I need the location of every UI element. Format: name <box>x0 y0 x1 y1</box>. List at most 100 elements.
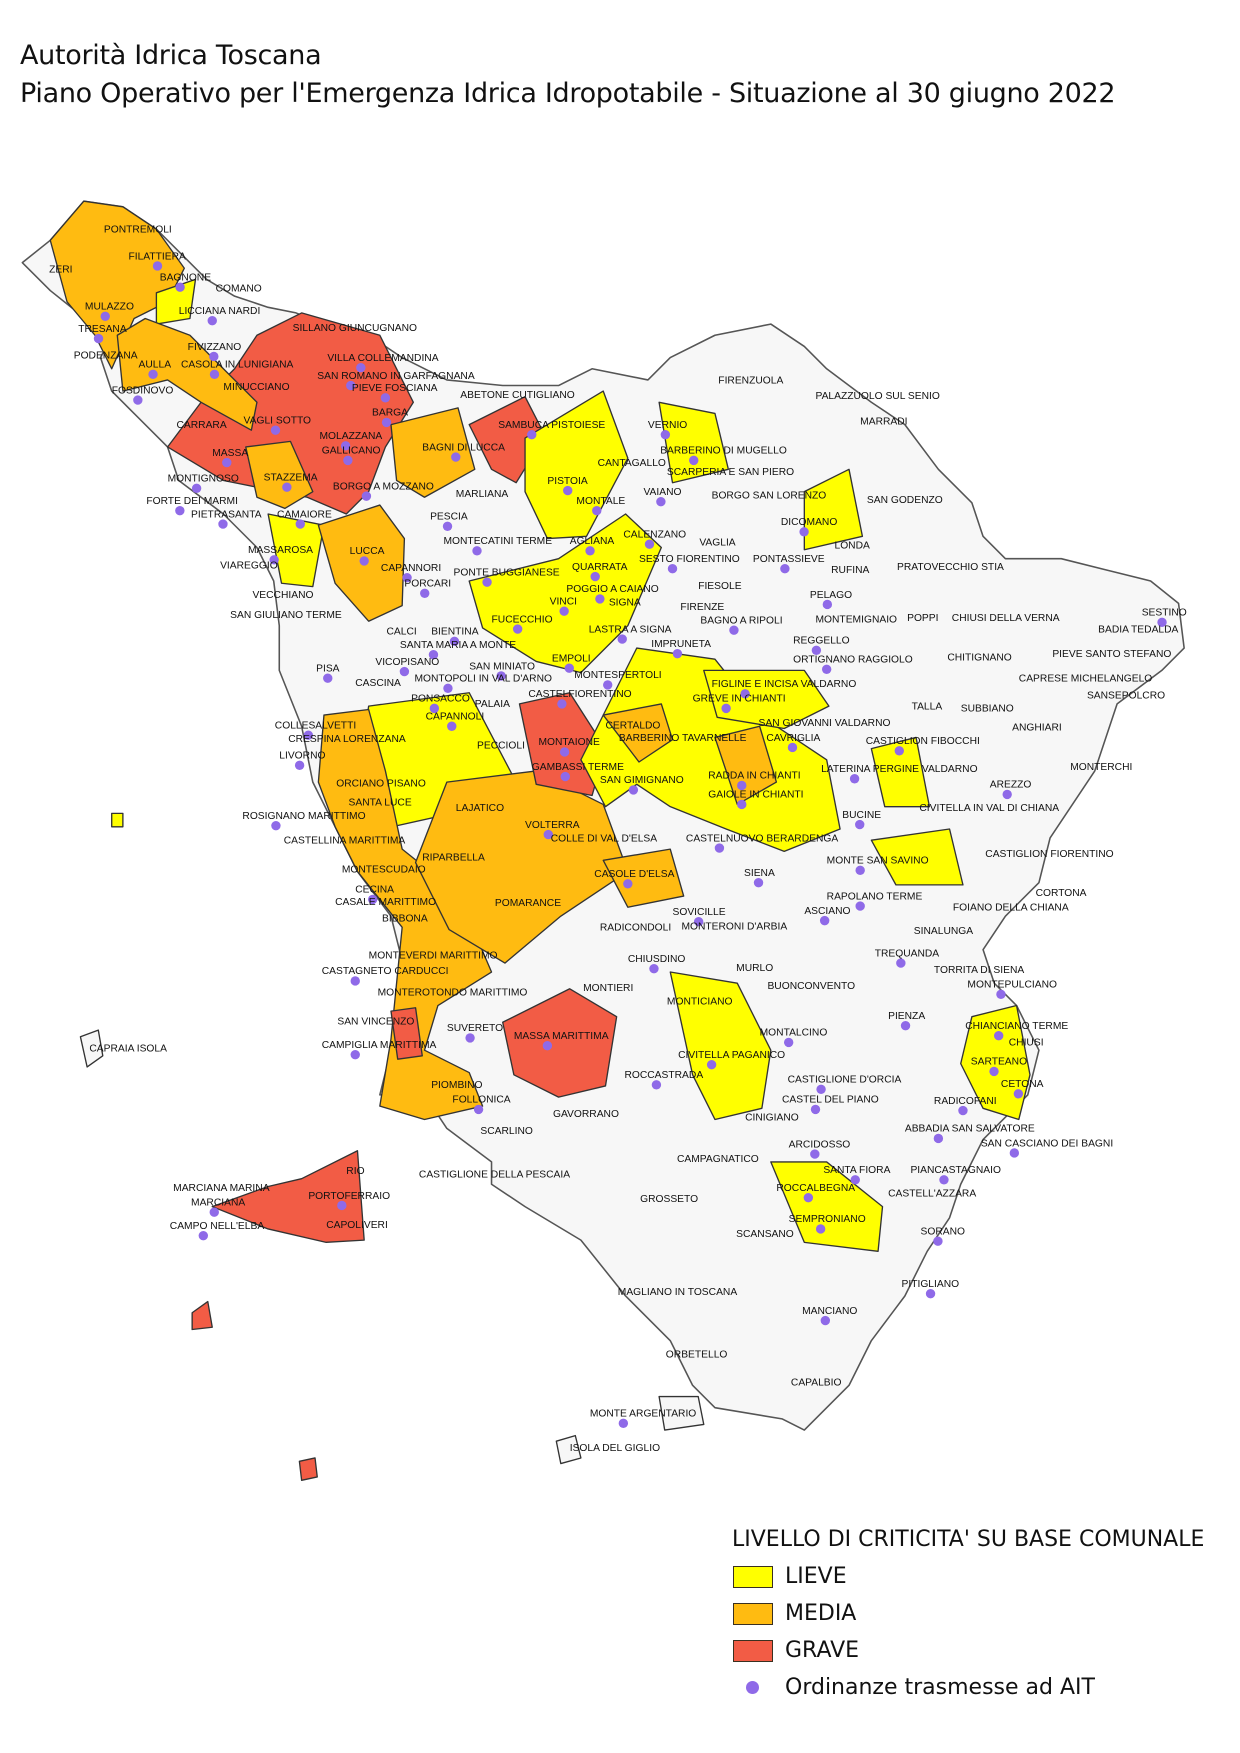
ordinanza-dot-empoli <box>564 663 574 673</box>
label-volterra: VOLTERRA <box>525 820 580 831</box>
ordinanza-dot-fosdinovo <box>133 395 143 405</box>
label-monticiano: MONTICIANO <box>667 996 733 1007</box>
label-ponsacco: PONSACCO <box>411 694 470 705</box>
label-monterotondo-marittimo: MONTEROTONDO MARITTIMO <box>378 987 528 998</box>
label-radicondoli: RADICONDOLI <box>600 923 671 934</box>
zone-media <box>317 708 493 1121</box>
ordinanza-dot-san-casciano-dei-bagni <box>1009 1148 1020 1158</box>
label-agliana: AGLIANA <box>570 536 615 547</box>
ordinanza-dot-mulazzo <box>100 311 110 321</box>
label-bibbona: BIBBONA <box>382 914 428 925</box>
label-rio: RIO <box>346 1166 364 1177</box>
label-pietrasanta: PIETRASANTA <box>191 509 262 520</box>
label-reggello: REGGELLO <box>793 636 849 647</box>
ordinanza-dot-fucecchio <box>512 624 523 634</box>
label-montemignaio: MONTEMIGNAIO <box>815 614 897 625</box>
label-sovicille: SOVICILLE <box>673 907 726 918</box>
zone-media <box>602 848 685 908</box>
label-quarrata: QUARRATA <box>572 562 628 573</box>
label-piombino: PIOMBINO <box>431 1080 482 1091</box>
ordinanza-dot-castiglione-d-orcia <box>816 1084 826 1095</box>
label-calci: CALCI <box>387 627 417 638</box>
ordinanza-dot-montalcino <box>783 1037 794 1048</box>
label-monte-argentario: MONTE ARGENTARIO <box>590 1409 696 1420</box>
ordinanza-dot-collesalvetti <box>303 730 314 740</box>
ordinanza-dot-dicomano <box>799 527 809 537</box>
ordinanza-dot-cetona <box>1013 1089 1024 1099</box>
ordinanza-dot-pelago <box>822 599 833 610</box>
label-fiesole: FIESOLE <box>698 581 742 592</box>
label-montespertoli: MONTESPERTOLI <box>574 670 661 681</box>
label-castellina-marittima: CASTELLINA MARITTIMA <box>284 836 406 847</box>
label-capraia-isola: CAPRAIA ISOLA <box>89 1043 167 1054</box>
ordinanza-dot-sarteano <box>989 1066 999 1077</box>
ordinanza-dot-figline-e-incisa-valdarno <box>740 689 750 699</box>
label-badia-tedalda: BADIA TEDALDA <box>1098 624 1178 635</box>
label-viareggio: VIAREGGIO <box>220 561 278 572</box>
ordinanza-dot-poggio-a-caiano <box>595 594 605 604</box>
label-murlo: MURLO <box>736 963 773 974</box>
ordinanza-dot-bagno-a-ripoli <box>729 625 739 635</box>
label-scansano: SCANSANO <box>736 1229 794 1240</box>
ordinanza-dot-bagnone <box>175 282 185 292</box>
label-asciano: ASCIANO <box>804 906 850 917</box>
legend-label: GRAVE <box>785 1638 860 1663</box>
label-san-miniato: SAN MINIATO <box>469 661 535 672</box>
ordinanza-dot-civitella-paganico <box>706 1060 717 1070</box>
label-chiusi: CHIUSI <box>1009 1038 1044 1049</box>
label-pratovecchio-stia: PRATOVECCHIO STIA <box>897 562 1004 573</box>
ordinanza-dot-suvereto <box>465 1033 475 1043</box>
label-cinigiano: CINIGIANO <box>745 1113 799 1124</box>
ordinanza-dot-aulla <box>148 369 158 380</box>
ordinanza-dot-massarosa <box>269 555 279 565</box>
label-pontassieve: PONTASSIEVE <box>753 554 825 565</box>
label-montignoso: MONTIGNOSO <box>168 474 239 485</box>
label-barberino-tavarnelle: BARBERINO TAVARNELLE <box>619 733 747 744</box>
ordinanza-dot-montaione <box>559 747 570 757</box>
label-castel-del-piano: CASTEL DEL PIANO <box>782 1095 879 1106</box>
map-subtitle: Piano Operativo per l'Emergenza Idrica I… <box>20 78 1116 109</box>
label-portoferraio: PORTOFERRAIO <box>308 1191 390 1202</box>
label-sestino: SESTINO <box>1142 608 1187 619</box>
label-palazzuolo-sul-senio: PALAZZUOLO SUL SENIO <box>815 391 939 402</box>
argentario <box>658 1395 705 1431</box>
label-chianciano-terme: CHIANCIANO TERME <box>965 1021 1068 1032</box>
label-gaiole-in-chianti: GAIOLE IN CHIANTI <box>708 790 803 801</box>
label-cecina: CECINA <box>355 885 394 896</box>
zone-media <box>602 703 674 763</box>
ordinanza-dot-sesto-fiorentino <box>667 564 678 574</box>
label-colle-di-val-d-elsa: COLLE DI VAL D'ELSA <box>551 833 658 844</box>
label-capalbio: CAPALBIO <box>791 1377 842 1388</box>
ordinanza-dot-trequanda <box>896 958 906 968</box>
ordinanza-dot-capannoli <box>447 721 457 731</box>
label-grosseto: GROSSETO <box>640 1194 698 1205</box>
label-tresana: TRESANA <box>78 324 127 335</box>
label-porcari: PORCARI <box>404 579 451 590</box>
ordinanza-dot-portoferraio <box>337 1200 347 1211</box>
label-lastra-a-signa: LASTRA A SIGNA <box>589 624 672 635</box>
label-abbadia-san-salvatore: ABBADIA SAN SALVATORE <box>905 1124 1035 1135</box>
legend-swatch-media <box>733 1602 773 1625</box>
ordinanza-dot-fivizzano <box>209 351 219 362</box>
label-villa-collemandina: VILLA COLLEMANDINA <box>327 353 438 364</box>
label-foiano-della-chiana: FOIANO DELLA CHIANA <box>953 903 1069 914</box>
ordinanza-dot-bientina <box>449 636 460 647</box>
label-capannoli: CAPANNOLI <box>426 712 485 723</box>
label-ortignano-raggiolo: ORTIGNANO RAGGIOLO <box>793 655 913 666</box>
label-massarosa: MASSAROSA <box>248 545 313 556</box>
ordinanza-dot-santa-fiora <box>850 1175 860 1185</box>
label-rufina: RUFINA <box>831 565 869 576</box>
label-radda-in-chianti: RADDA IN CHIANTI <box>708 771 800 782</box>
label-campo-nell-elba: CAMPO NELL'ELBA <box>170 1221 265 1232</box>
label-siena: SIENA <box>744 868 775 879</box>
label-suvereto: SUVERETO <box>447 1023 503 1034</box>
label-mulazzo: MULAZZO <box>85 302 134 313</box>
ordinanza-dot-camaiore <box>295 519 305 529</box>
label-radicofani: RADICOFANI <box>934 1096 997 1107</box>
ordinanza-dot-ponte-buggianese <box>482 577 492 587</box>
label-isola-del-giglio: ISOLA DEL GIGLIO <box>570 1443 660 1454</box>
label-pescia: PESCIA <box>430 512 468 523</box>
label-ponte-buggianese: PONTE BUGGIANESE <box>454 567 560 578</box>
ordinanza-dot-castelfiorentino <box>557 699 567 709</box>
